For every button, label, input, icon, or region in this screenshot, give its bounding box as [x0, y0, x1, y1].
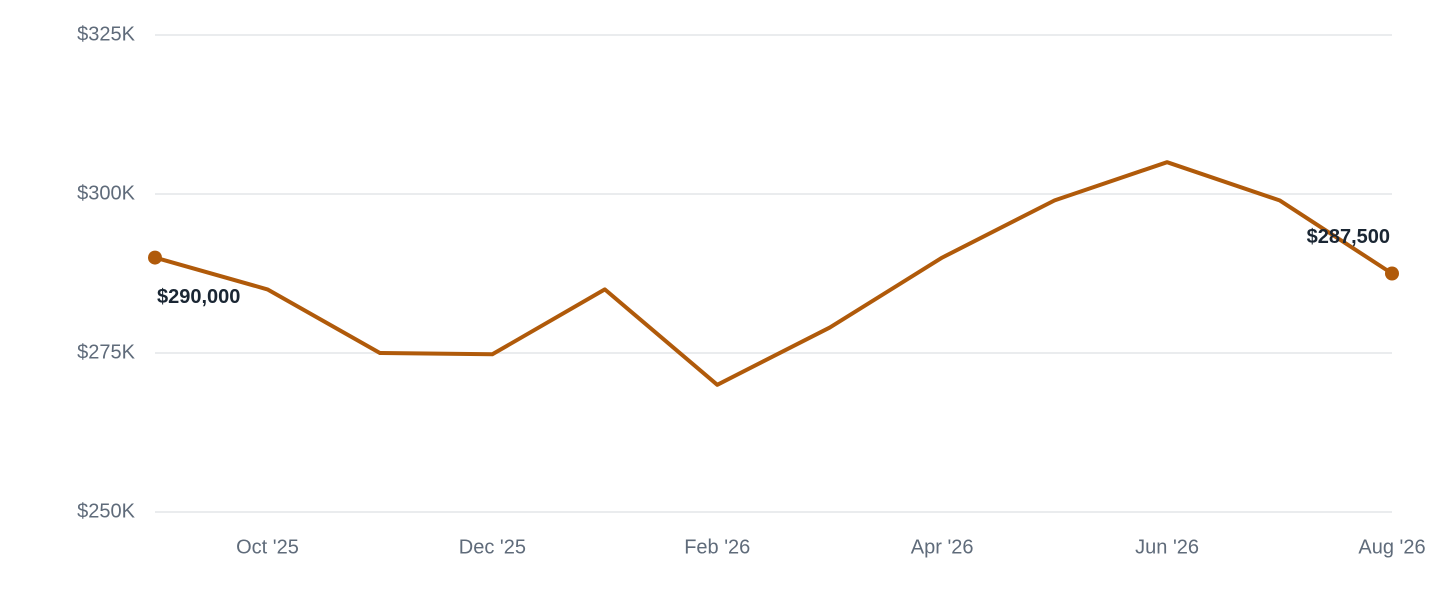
end-point [148, 250, 162, 265]
y-tick-label: $250K [77, 500, 135, 522]
data-line [154, 160, 1394, 387]
x-tick-label: Aug '26 [1358, 536, 1425, 558]
data-label: $287,500 [1307, 226, 1390, 248]
x-tick-label: Feb '26 [684, 536, 750, 558]
y-tick-label: $300K [77, 182, 135, 204]
data-label: $290,000 [157, 286, 240, 308]
x-tick-label: Apr '26 [911, 536, 974, 558]
y-tick-label: $275K [77, 341, 135, 363]
end-point [1385, 266, 1399, 281]
x-tick-label: Jun '26 [1135, 536, 1199, 558]
x-tick-label: Oct '25 [236, 536, 299, 558]
x-tick-label: Dec '25 [459, 536, 526, 558]
y-tick-label: $325K [77, 23, 135, 45]
